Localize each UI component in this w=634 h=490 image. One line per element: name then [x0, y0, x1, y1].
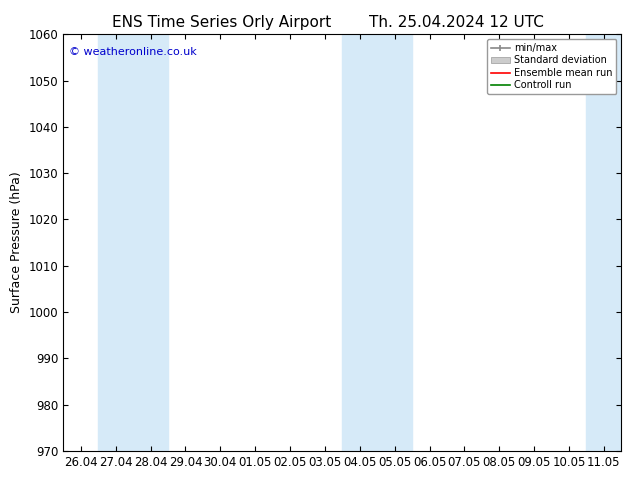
- Bar: [98, 34, 168, 451]
- Text: ENS Time Series Orly Airport: ENS Time Series Orly Airport: [112, 15, 332, 30]
- Bar: [342, 34, 412, 451]
- Text: © weatheronline.co.uk: © weatheronline.co.uk: [69, 47, 197, 57]
- Text: Th. 25.04.2024 12 UTC: Th. 25.04.2024 12 UTC: [369, 15, 544, 30]
- Y-axis label: Surface Pressure (hPa): Surface Pressure (hPa): [10, 172, 23, 314]
- Legend: min/max, Standard deviation, Ensemble mean run, Controll run: min/max, Standard deviation, Ensemble me…: [487, 39, 616, 94]
- Bar: [586, 34, 621, 451]
